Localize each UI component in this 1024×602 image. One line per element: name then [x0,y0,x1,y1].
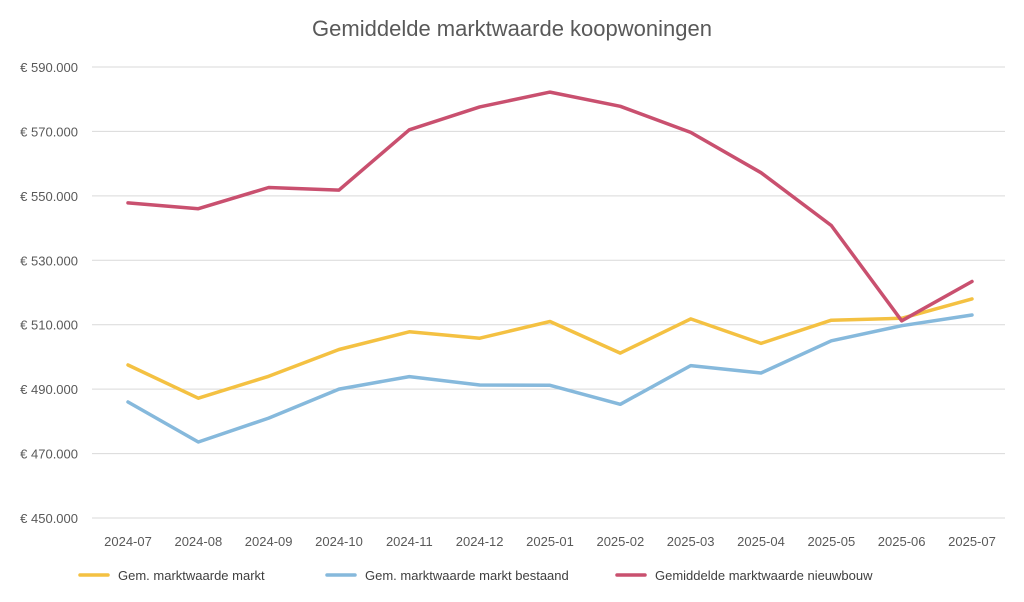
grid [92,66,1005,519]
y-tick-label: € 510.000 [20,318,78,333]
legend-label: Gem. marktwaarde markt [118,568,265,583]
y-tick-label: € 450.000 [20,511,78,526]
y-tick-label: € 590.000 [20,60,78,75]
x-axis-ticks: 2024-07 2024-08 2024-09 2024-10 2024-11 2024-… [104,534,996,549]
y-tick-label: € 470.000 [20,447,78,462]
legend-label: Gemiddelde marktwaarde nieuwbouw [655,568,873,583]
x-tick-label: 2025-03 [667,534,715,549]
x-tick-label: 2025-05 [807,534,855,549]
chart-title: Gemiddelde marktwaarde koopwoningen [312,16,712,41]
x-tick-label: 2024-10 [315,534,363,549]
series-lines [126,90,974,444]
y-tick-label: € 490.000 [20,382,78,397]
x-tick-label: 2024-07 [104,534,152,549]
series-line-2 [126,313,974,444]
x-tick-label: 2024-12 [456,534,504,549]
series-line-3 [126,90,974,323]
series-line-1 [126,297,974,400]
y-axis-ticks: € 450.000 € 470.000 € 490.000 € 510.000 € 53… [20,60,78,526]
legend-label: Gem. marktwaarde markt bestaand [365,568,569,583]
x-tick-label: 2024-09 [245,534,293,549]
legend: Gem. marktwaarde markt Gem. marktwaarde m… [78,568,873,583]
x-tick-label: 2025-01 [526,534,574,549]
x-tick-label: 2025-04 [737,534,785,549]
y-tick-label: € 570.000 [20,124,78,139]
x-tick-label: 2025-07 [948,534,996,549]
y-tick-label: € 530.000 [20,253,78,268]
x-tick-label: 2024-11 [386,534,433,549]
x-tick-label: 2024-08 [174,534,222,549]
x-tick-label: 2025-02 [596,534,644,549]
y-tick-label: € 550.000 [20,189,78,204]
x-tick-label: 2025-06 [878,534,926,549]
